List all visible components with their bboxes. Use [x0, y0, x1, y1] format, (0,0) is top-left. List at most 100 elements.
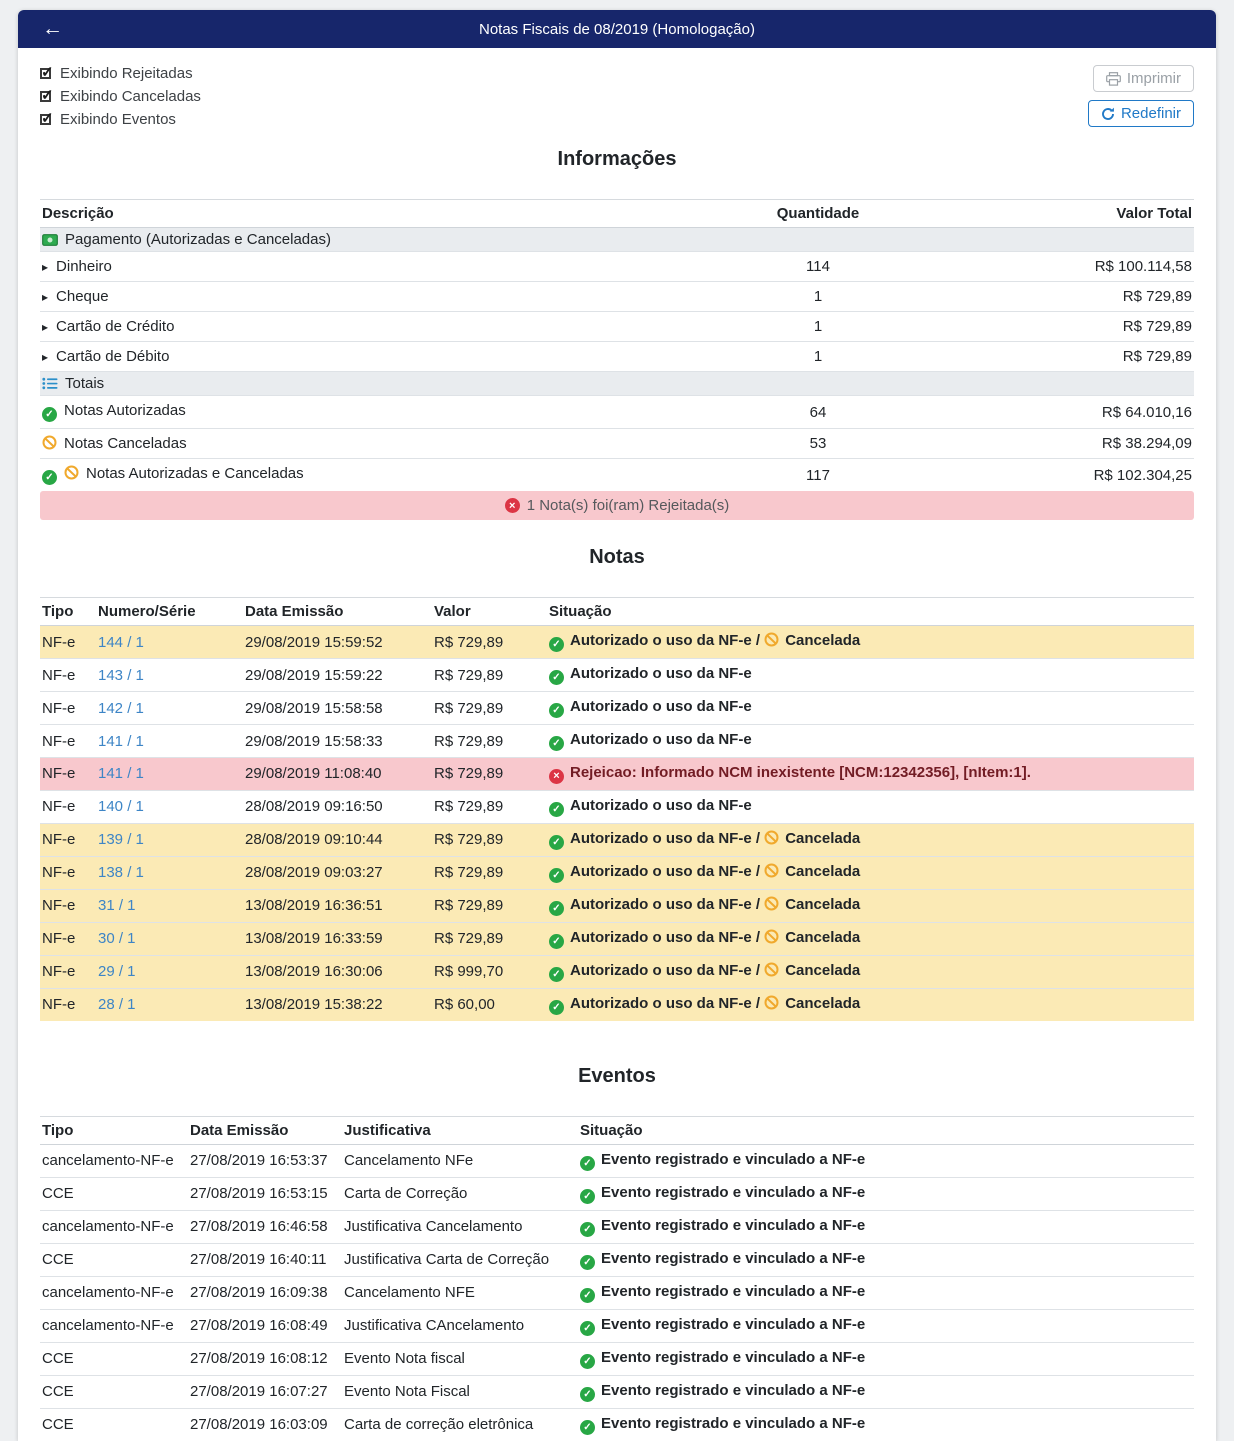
check-circle-icon: ✓ — [549, 900, 564, 916]
rejeicao-status: Rejeicao: Informado NCM inexistente [NCM… — [570, 764, 1031, 781]
tipo-cell: NF-e — [40, 658, 96, 692]
numero-serie-link[interactable]: 29 / 1 — [98, 963, 136, 980]
descricao-cell[interactable]: ▸ Dinheiro — [40, 251, 734, 282]
evento-row: CCE 27/08/2019 16:40:11 Justificativa Cart… — [40, 1242, 1194, 1276]
data-emissao-cell: 27/08/2019 16:09:38 — [188, 1275, 342, 1309]
numero-cell: 144 / 1 — [96, 625, 243, 659]
justificativa-cell: Carta de correção eletrônica — [342, 1407, 578, 1441]
numero-serie-link[interactable]: 144 / 1 — [98, 633, 144, 651]
justificativa-cell: Carta de Correção — [342, 1176, 578, 1210]
cancelada-status: Cancelada — [785, 632, 861, 649]
check-circle-icon: ✓ — [580, 1386, 595, 1402]
descricao-cell[interactable]: ▸ Cartão de Crédito — [40, 311, 734, 342]
situacao-cell: ✓ Autorizado o uso da NF-e / Cancelada — [547, 822, 1194, 856]
tipo-cell: CCE — [40, 1407, 188, 1441]
check-circle-icon: ✓ — [549, 834, 564, 850]
tipo-cell: CCE — [40, 1374, 188, 1408]
tipo-cell: NF-e — [40, 954, 96, 988]
check-circle-icon: ✓ — [42, 407, 57, 422]
col-numero-serie: Numero/Série — [96, 597, 243, 626]
descricao-label: Cartão de Débito — [56, 348, 170, 365]
checkbox-exibindo-rejeitadas[interactable]: ✓ Exibindo Rejeitadas — [40, 64, 201, 82]
autorizado-status: Autorizado o uso da NF-e — [570, 829, 752, 847]
evento-row: CCE 27/08/2019 16:07:27 Evento Nota Fiscal… — [40, 1374, 1194, 1408]
status-separator: / — [751, 928, 765, 946]
valor-cell: R$ 729,89 — [432, 921, 547, 955]
check-circle-icon: ✓ — [549, 703, 564, 718]
cancelada-status: Cancelada — [785, 961, 861, 979]
back-arrow-icon[interactable]: ← — [42, 17, 63, 40]
col-valor: Valor — [432, 597, 547, 626]
main-card: ← Notas Fiscais de 08/2019 (Homologação)… — [18, 10, 1216, 1441]
numero-serie-link[interactable]: 31 / 1 — [98, 897, 136, 914]
imprimir-button[interactable]: Imprimir — [1092, 65, 1194, 92]
status-separator: / — [751, 829, 765, 847]
redefinir-button[interactable]: Redefinir — [1087, 100, 1194, 127]
check-circle-icon: ✓ — [549, 736, 564, 751]
evento-status: Evento registrado e vinculado a NF-e — [601, 1381, 866, 1399]
descricao-label: Notas Autorizadas e Canceladas — [86, 465, 304, 482]
quantidade-cell: 1 — [734, 311, 902, 342]
data-emissao-cell: 27/08/2019 16:53:15 — [188, 1176, 342, 1210]
numero-serie-link[interactable]: 141 / 1 — [98, 732, 144, 750]
checkbox-exibindo-canceladas[interactable]: ✓ Exibindo Canceladas — [40, 87, 201, 105]
situacao-cell: ✓ Evento registrado e vinculado a NF-e — [578, 1308, 1194, 1342]
tipo-cell: NF-e — [40, 921, 96, 955]
situacao-cell: ✓ Autorizado o uso da NF-e — [547, 724, 1194, 758]
numero-serie-link[interactable]: 138 / 1 — [98, 864, 144, 881]
numero-cell: 30 / 1 — [96, 921, 243, 955]
info-group-row: Pagamento (Autorizadas e Canceladas) — [40, 227, 1194, 252]
numero-serie-link[interactable]: 139 / 1 — [98, 831, 144, 848]
imprimir-label: Imprimir — [1126, 70, 1181, 87]
info-row: ▸ Cheque 1 R$ 729,89 — [40, 281, 1194, 312]
nota-row: NF-e 28 / 1 13/08/2019 15:38:22 R$ 60,00 ✓ Au… — [40, 987, 1194, 1021]
cancelada-status: Cancelada — [785, 862, 861, 880]
justificativa-cell: Evento Nota fiscal — [342, 1341, 578, 1375]
autorizado-status: Autorizado o uso da NF-e — [570, 961, 752, 979]
ban-icon — [764, 830, 779, 845]
justificativa-cell: Justificativa Cancelamento — [342, 1209, 578, 1243]
checkbox-label: Exibindo Eventos — [60, 111, 176, 128]
descricao-cell[interactable]: ▸ Cartão de Débito — [40, 341, 734, 372]
numero-serie-link[interactable]: 141 / 1 — [98, 765, 144, 783]
descricao-cell[interactable]: ▸ Cheque — [40, 281, 734, 312]
data-emissao-cell: 27/08/2019 16:46:58 — [188, 1209, 342, 1243]
ban-icon — [764, 962, 779, 977]
ban-icon — [764, 632, 779, 647]
valor-cell: R$ 729,89 — [432, 789, 547, 823]
checkbox-exibindo-eventos[interactable]: ✓ Exibindo Eventos — [40, 110, 201, 128]
situacao-cell: ✓ Autorizado o uso da NF-e — [547, 691, 1194, 725]
col-justificativa: Justificativa — [342, 1115, 578, 1145]
descricao-label: Notas Autorizadas — [64, 402, 186, 419]
valor-cell: R$ 729,89 — [432, 888, 547, 922]
notas-section: Notas Tipo Numero/Série Data Emissão Val… — [40, 546, 1194, 1021]
checkbox-icon: ✓ — [40, 64, 54, 81]
situacao-cell: ✓ Evento registrado e vinculado a NF-e — [578, 1275, 1194, 1309]
valor-cell: R$ 729,89 — [432, 822, 547, 856]
autorizado-status: Autorizado o uso da NF-e — [570, 928, 752, 946]
data-emissao-cell: 27/08/2019 16:40:11 — [188, 1242, 342, 1276]
situacao-cell: ✓ Autorizado o uso da NF-e / Cancelada — [547, 888, 1194, 922]
data-emissao-cell: 29/08/2019 15:59:22 — [243, 658, 432, 692]
numero-serie-link[interactable]: 143 / 1 — [98, 666, 144, 684]
info-row: ✓ Notas Autorizadas e Canceladas 117 R$ 102… — [40, 458, 1194, 491]
tipo-cell: NF-e — [40, 822, 96, 856]
autorizado-status: Autorizado o uso da NF-e — [570, 632, 752, 649]
descricao-cell: Notas Canceladas — [40, 428, 734, 459]
numero-serie-link[interactable]: 140 / 1 — [98, 798, 144, 815]
autorizado-status: Autorizado o uso da NF-e — [570, 698, 752, 715]
evento-row: cancelamento-NF-e 27/08/2019 16:53:37 Canc… — [40, 1143, 1194, 1177]
nota-row: NF-e 142 / 1 29/08/2019 15:58:58 R$ 729,89 ✓… — [40, 691, 1194, 725]
numero-serie-link[interactable]: 30 / 1 — [98, 930, 136, 947]
numero-serie-link[interactable]: 142 / 1 — [98, 699, 144, 717]
descricao-label: Dinheiro — [56, 258, 112, 275]
nota-row: NF-e 30 / 1 13/08/2019 16:33:59 R$ 729,89 ✓ A… — [40, 921, 1194, 955]
numero-cell: 143 / 1 — [96, 658, 243, 692]
nota-row: NF-e 144 / 1 29/08/2019 15:59:52 R$ 729,89 ✓… — [40, 625, 1194, 659]
situacao-cell: ✓ Autorizado o uso da NF-e / Cancelada — [547, 625, 1194, 659]
evento-row: cancelamento-NF-e 27/08/2019 16:09:38 Canc… — [40, 1275, 1194, 1309]
numero-serie-link[interactable]: 28 / 1 — [98, 996, 136, 1013]
eventos-title: Eventos — [578, 1064, 656, 1087]
valor-cell: R$ 999,70 — [432, 954, 547, 988]
col-descricao: Descrição — [40, 199, 734, 228]
